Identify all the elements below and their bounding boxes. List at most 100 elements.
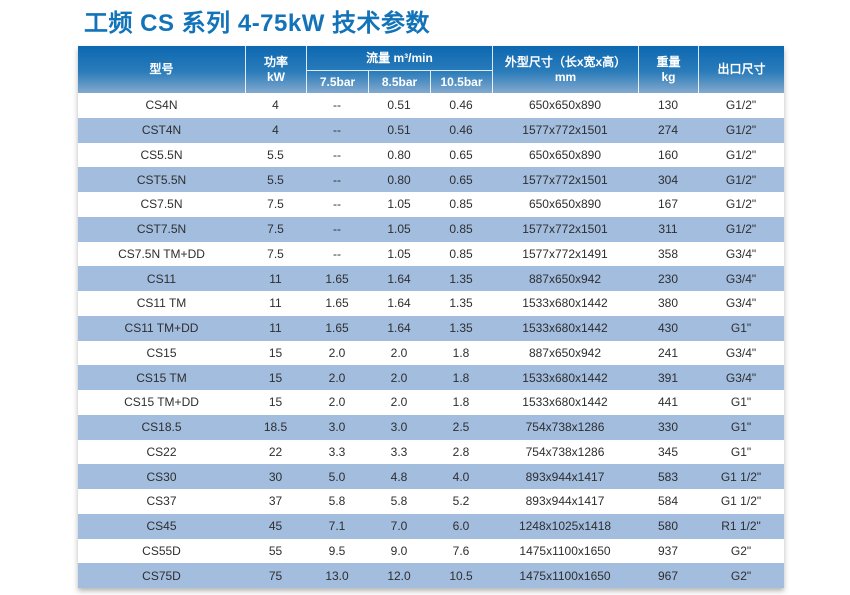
- cell-model: CS45: [146, 519, 177, 534]
- cell-flow-7-5bar: 1.65: [325, 321, 349, 336]
- cell-weight: 241: [657, 345, 679, 360]
- col-header-dimensions-line2: mm: [554, 69, 577, 84]
- cell-outlet: G1/2": [725, 147, 757, 162]
- table-row: CS18.5 18.5 3.0 3.0 2.5 754x738x1286 330…: [78, 414, 784, 440]
- cell-outlet: G2": [730, 543, 752, 558]
- cell-model: CS15 TM: [136, 370, 187, 385]
- cell-flow-7-5bar: --: [333, 197, 341, 212]
- cell-flow-7-5bar: 3.3: [328, 444, 346, 459]
- cell-dimensions: 1533x680x1442: [522, 321, 608, 336]
- cell-power: 22: [268, 444, 283, 459]
- cell-power: 5.5: [267, 172, 284, 187]
- cell-flow-7-5bar: 13.0: [325, 568, 349, 583]
- cell-dimensions: 650x650x890: [528, 197, 602, 212]
- table-row: CS22 22 3.3 3.3 2.8 754x738x1286 345 G1": [78, 439, 784, 465]
- cell-model: CS5.5N: [140, 147, 183, 162]
- cell-outlet: G2": [730, 568, 752, 583]
- cell-flow-8-5bar: 1.05: [387, 222, 411, 237]
- table-row: CS15 TM+DD 15 2.0 2.0 1.8 1533x680x1442 …: [78, 390, 784, 415]
- cell-flow-8-5bar: 2.0: [390, 370, 408, 385]
- col-header-flow-10-5bar: 10.5bar: [430, 70, 492, 93]
- cell-flow-8-5bar: 0.51: [387, 123, 411, 138]
- cell-power: 15: [268, 395, 283, 410]
- cell-flow-8-5bar: 1.05: [387, 197, 411, 212]
- table-row: CS4N 4 -- 0.51 0.46 650x650x890 130 G1/2…: [78, 93, 784, 118]
- cell-dimensions: 887x650x942: [528, 271, 602, 286]
- cell-flow-7-5bar: 5.8: [328, 494, 346, 509]
- cell-dimensions: 1577x772x1501: [522, 172, 608, 187]
- cell-outlet: G1/2": [725, 98, 757, 113]
- cell-dimensions: 754x738x1286: [525, 420, 605, 435]
- cell-weight: 274: [657, 123, 679, 138]
- cell-flow-8-5bar: 0.80: [387, 147, 411, 162]
- cell-flow-7-5bar: 1.65: [325, 296, 349, 311]
- table-row: CS11 TM 11 1.65 1.64 1.35 1533x680x1442 …: [78, 291, 784, 316]
- cell-flow-8-5bar: 2.0: [390, 395, 408, 410]
- cell-dimensions: 1577x772x1501: [522, 222, 608, 237]
- table-row: CS7.5N TM+DD 7.5 -- 1.05 0.85 1577x772x1…: [78, 241, 784, 267]
- cell-flow-7-5bar: 7.1: [328, 519, 346, 534]
- col-header-outlet: 出口尺寸: [698, 46, 784, 93]
- col-header-dimensions-line1: 外型尺寸（长x宽x高）: [504, 54, 627, 69]
- cell-weight: 304: [657, 172, 679, 187]
- cell-power: 15: [268, 370, 283, 385]
- cell-dimensions: 1248x1025x1418: [518, 519, 612, 534]
- cell-weight: 937: [657, 543, 679, 558]
- cell-flow-10-5bar: 1.35: [449, 296, 473, 311]
- cell-model: CST7.5N: [136, 222, 187, 237]
- cell-flow-7-5bar: --: [333, 123, 341, 138]
- table-row: CS15 TM 15 2.0 2.0 1.8 1533x680x1442 391…: [78, 365, 784, 390]
- cell-flow-8-5bar: 1.64: [387, 321, 411, 336]
- cell-model: CS75D: [142, 568, 181, 583]
- cell-flow-7-5bar: --: [333, 147, 341, 162]
- cell-dimensions: 1533x680x1442: [522, 395, 608, 410]
- table-row: CS55D 55 9.5 9.0 7.6 1475x1100x1650 937 …: [78, 538, 784, 564]
- cell-flow-10-5bar: 0.85: [449, 197, 473, 212]
- cell-weight: 583: [657, 469, 679, 484]
- cell-outlet: G1/2": [725, 222, 757, 237]
- col-header-power: 功率 kW: [245, 46, 306, 93]
- cell-dimensions: 1533x680x1442: [522, 370, 608, 385]
- cell-dimensions: 1475x1100x1650: [519, 568, 611, 583]
- cell-dimensions: 1577x772x1491: [522, 246, 608, 261]
- cell-outlet: G1": [730, 444, 752, 459]
- table-body: CS4N 4 -- 0.51 0.46 650x650x890 130 G1/2…: [78, 93, 784, 588]
- table-row: CS5.5N 5.5 -- 0.80 0.65 650x650x890 160 …: [78, 142, 784, 168]
- table-row: CST7.5N 7.5 -- 1.05 0.85 1577x772x1501 3…: [78, 216, 784, 242]
- cell-outlet: G3/4": [725, 271, 757, 286]
- cell-flow-7-5bar: 2.0: [328, 345, 346, 360]
- table-row: CST4N 4 -- 0.51 0.46 1577x772x1501 274 G…: [78, 117, 784, 143]
- cell-model: CS22: [146, 444, 177, 459]
- col-header-weight: 重量 kg: [638, 46, 698, 93]
- cell-model: CS30: [146, 469, 177, 484]
- cell-flow-10-5bar: 1.35: [449, 321, 473, 336]
- cell-model: CS11 TM: [136, 296, 187, 311]
- cell-dimensions: 754x738x1286: [525, 444, 605, 459]
- cell-dimensions: 1577x772x1501: [522, 123, 608, 138]
- cell-model: CST4N: [141, 123, 182, 138]
- col-header-flow-group: 流量 m³/min: [306, 46, 492, 70]
- cell-power: 4: [272, 123, 279, 138]
- cell-flow-8-5bar: 1.64: [387, 296, 411, 311]
- table-row: CS11 TM+DD 11 1.65 1.64 1.35 1533x680x14…: [78, 315, 784, 341]
- cell-flow-8-5bar: 1.64: [387, 271, 411, 286]
- col-header-weight-line2: kg: [661, 69, 676, 84]
- cell-flow-10-5bar: 1.8: [452, 370, 470, 385]
- cell-flow-10-5bar: 1.8: [452, 345, 470, 360]
- table-row: CS7.5N 7.5 -- 1.05 0.85 650x650x890 167 …: [78, 192, 784, 217]
- cell-flow-8-5bar: 3.3: [390, 444, 408, 459]
- cell-power: 37: [268, 494, 283, 509]
- cell-dimensions: 887x650x942: [528, 345, 602, 360]
- cell-weight: 358: [657, 246, 679, 261]
- cell-power: 7.5: [267, 222, 284, 237]
- cell-dimensions: 1475x1100x1650: [519, 543, 611, 558]
- cell-flow-10-5bar: 1.35: [449, 271, 473, 286]
- cell-power: 11: [269, 321, 282, 336]
- cell-outlet: G1 1/2": [720, 494, 762, 509]
- cell-dimensions: 893x944x1417: [525, 494, 605, 509]
- cell-model: CS7.5N TM+DD: [118, 246, 205, 261]
- table-row: CS75D 75 13.0 12.0 10.5 1475x1100x1650 9…: [78, 563, 784, 588]
- cell-flow-7-5bar: 2.0: [328, 395, 346, 410]
- col-header-flow-7-5bar: 7.5bar: [306, 70, 368, 93]
- cell-outlet: G1/2": [725, 172, 757, 187]
